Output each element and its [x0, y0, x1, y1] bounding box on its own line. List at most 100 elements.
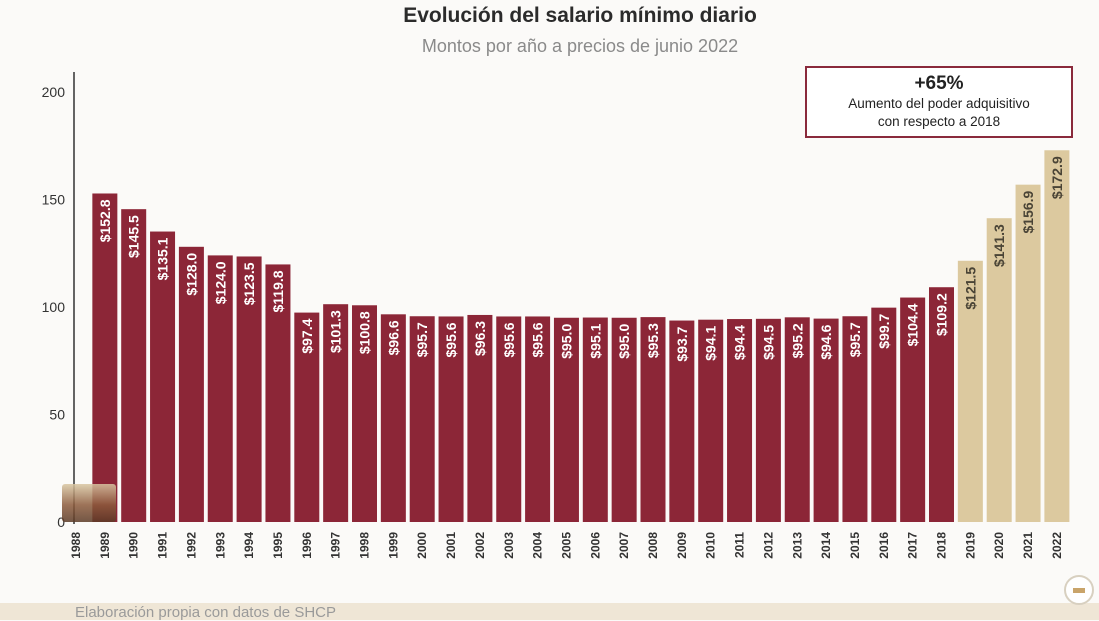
- bar: [1044, 150, 1070, 522]
- x-tick-label: 2006: [588, 532, 602, 559]
- bar-value-label: $95.1: [587, 323, 603, 358]
- bar: [640, 317, 666, 522]
- bar: [92, 193, 118, 523]
- callout-line-2: con respecto a 2018: [877, 114, 1001, 129]
- callout-percent: +65%: [914, 73, 964, 94]
- bar: [265, 264, 291, 522]
- bar-value-label: $124.0: [212, 261, 228, 304]
- callout-box: +65% Aumento del poder adquisitivo con r…: [805, 66, 1073, 138]
- x-tick-label: 2007: [617, 532, 631, 559]
- x-tick-label: 1998: [358, 532, 372, 559]
- x-tick-label: 1999: [386, 532, 400, 559]
- bar-value-label: $152.8: [97, 199, 113, 242]
- bar-value-label: $121.5: [962, 267, 978, 310]
- y-tick-label: 100: [42, 299, 66, 315]
- bar-value-label: $94.1: [703, 325, 719, 360]
- bar: [352, 305, 377, 522]
- bar-value-label: $95.2: [789, 323, 805, 358]
- chart-subtitle: Montos por año a precios de junio 2022: [421, 36, 739, 56]
- bar: [900, 297, 926, 522]
- callout-line-1: Aumento del poder adquisitivo: [848, 96, 1030, 111]
- source-note: Elaboración propia con datos de SHCP: [75, 604, 336, 621]
- x-tick-label: 2017: [906, 532, 920, 559]
- bar: [986, 218, 1012, 522]
- bar-value-label: $95.6: [443, 322, 459, 357]
- bar-value-label: $99.7: [876, 313, 892, 348]
- x-tick-label: 1992: [184, 532, 198, 559]
- x-tick-label: 2011: [733, 532, 747, 558]
- bar: [236, 256, 262, 522]
- x-tick-label: 1997: [329, 532, 343, 559]
- x-tick-label: 1995: [271, 532, 285, 559]
- x-tick-label: 1991: [156, 532, 170, 559]
- x-tick-label: 1990: [127, 532, 141, 559]
- bar: [871, 307, 897, 522]
- bar: [323, 304, 349, 522]
- bar: [842, 316, 868, 522]
- x-tick-label: 1996: [300, 532, 314, 559]
- x-tick-label: 2021: [1021, 532, 1035, 559]
- bar: [207, 255, 233, 522]
- bar-value-label: $109.2: [934, 293, 950, 336]
- bar: [784, 317, 810, 522]
- bar: [121, 209, 147, 523]
- x-tick-label: 2001: [444, 532, 458, 559]
- bar-value-label: $141.3: [991, 224, 1007, 267]
- x-tick-label: 2010: [704, 532, 718, 559]
- bar: [727, 319, 753, 522]
- bar: [957, 260, 983, 522]
- bar-value-label: $97.4: [299, 318, 315, 353]
- x-tick-label: 1989: [98, 532, 112, 559]
- bar: [294, 312, 320, 522]
- bar: [380, 314, 406, 522]
- bar: [409, 316, 435, 522]
- x-tick-label: 2019: [963, 532, 977, 559]
- bar-value-label: $100.8: [357, 311, 373, 354]
- bar: [150, 231, 176, 522]
- x-tick-label: 2000: [415, 532, 429, 559]
- bar-value-label: $123.5: [241, 262, 257, 305]
- bar: [582, 317, 608, 522]
- y-tick-label: 150: [42, 192, 66, 208]
- x-tick-label: 2012: [761, 532, 775, 559]
- government-seal-icon: [1064, 575, 1094, 605]
- bar-value-label: $104.4: [905, 303, 921, 346]
- bar: [438, 316, 464, 522]
- bar-value-label: $95.7: [847, 322, 863, 357]
- bar-value-label: $172.9: [1049, 156, 1065, 199]
- bar-value-label: $145.5: [126, 215, 142, 258]
- x-tick-label: 2014: [819, 532, 833, 559]
- x-tick-label: 2008: [646, 532, 660, 559]
- bar: [467, 314, 493, 522]
- bar: [496, 316, 522, 522]
- bar-value-label: $135.1: [155, 237, 171, 280]
- bar: [525, 316, 551, 522]
- x-tick-label: 2003: [502, 532, 516, 559]
- x-tick-label: 2018: [935, 532, 949, 559]
- bar: [669, 320, 695, 522]
- bar-value-label: $94.5: [760, 325, 776, 360]
- bar-value-label: $156.9: [1020, 190, 1036, 233]
- bar-value-label: $95.3: [645, 323, 661, 358]
- bar-value-label: $128.0: [183, 253, 199, 296]
- bar: [1015, 184, 1041, 523]
- x-tick-label: 2005: [559, 532, 573, 559]
- bar-value-label: $94.6: [818, 324, 834, 359]
- bar-value-label: $94.4: [732, 325, 748, 360]
- x-tick-label: 2002: [473, 532, 487, 559]
- crowd-photo: [62, 484, 116, 522]
- chart-title: Evolución del salario mínimo diario: [403, 4, 757, 27]
- x-tick-label: 1988: [69, 532, 83, 559]
- x-tick-label: 2009: [675, 532, 689, 559]
- bar: [755, 318, 781, 522]
- x-tick-label: 2022: [1050, 532, 1064, 559]
- bar: [611, 317, 637, 522]
- x-tick-label: 2004: [531, 532, 545, 559]
- x-tick-label: 2020: [992, 532, 1006, 559]
- bar: [698, 319, 724, 522]
- bar-value-label: $95.6: [530, 322, 546, 357]
- bar-value-label: $96.6: [385, 320, 401, 355]
- footer-band: [0, 603, 1099, 620]
- bar-value-label: $101.3: [328, 310, 344, 353]
- bar: [178, 246, 204, 523]
